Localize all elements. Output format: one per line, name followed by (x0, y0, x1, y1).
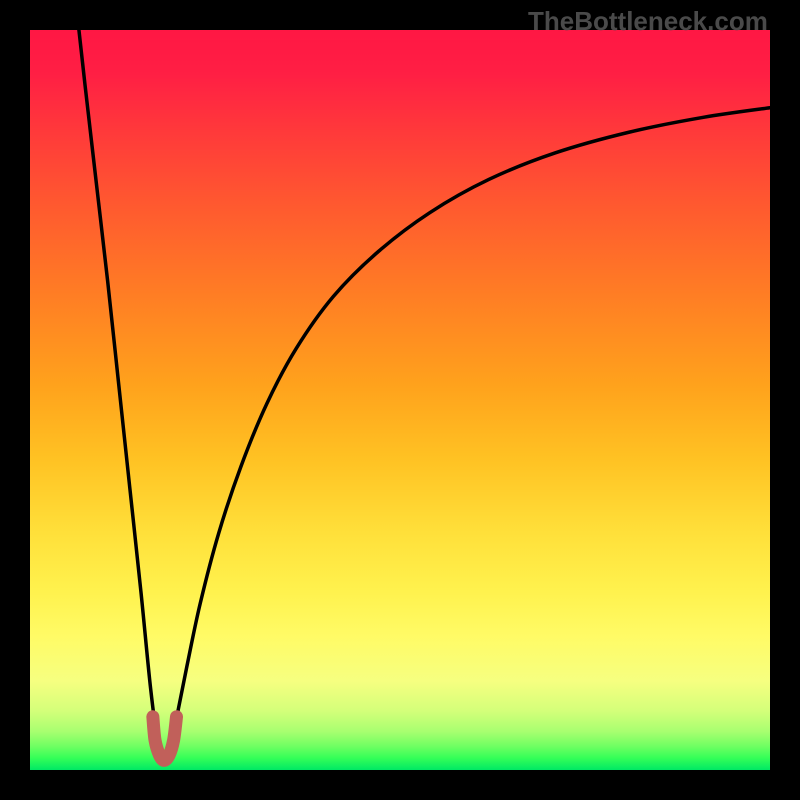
watermark-text: TheBottleneck.com (528, 6, 768, 37)
gradient-plot-area (30, 30, 770, 770)
